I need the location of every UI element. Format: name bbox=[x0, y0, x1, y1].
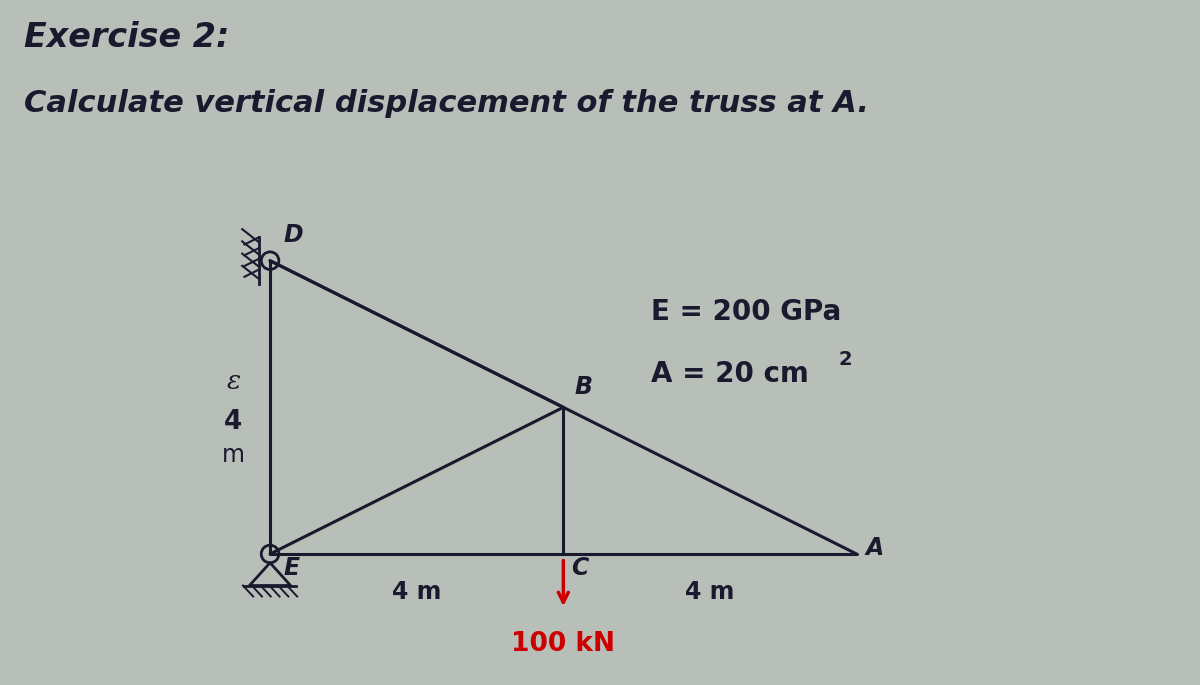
Text: A = 20 cm: A = 20 cm bbox=[652, 360, 809, 388]
Text: 2: 2 bbox=[839, 350, 852, 369]
Text: E = 200 GPa: E = 200 GPa bbox=[652, 298, 841, 326]
Text: 4 m: 4 m bbox=[392, 580, 442, 604]
Text: C: C bbox=[571, 556, 588, 580]
Text: 4 m: 4 m bbox=[685, 580, 734, 604]
Text: ε: ε bbox=[227, 369, 240, 394]
Text: 100 kN: 100 kN bbox=[511, 631, 616, 657]
Text: m: m bbox=[222, 443, 245, 467]
Text: Exercise 2:: Exercise 2: bbox=[24, 21, 229, 53]
Text: E: E bbox=[283, 556, 299, 580]
Text: B: B bbox=[575, 375, 593, 399]
Text: Calculate vertical displacement of the truss at A.: Calculate vertical displacement of the t… bbox=[24, 89, 869, 118]
Text: A: A bbox=[865, 536, 883, 560]
Text: 4: 4 bbox=[224, 409, 242, 435]
Text: D: D bbox=[283, 223, 302, 247]
